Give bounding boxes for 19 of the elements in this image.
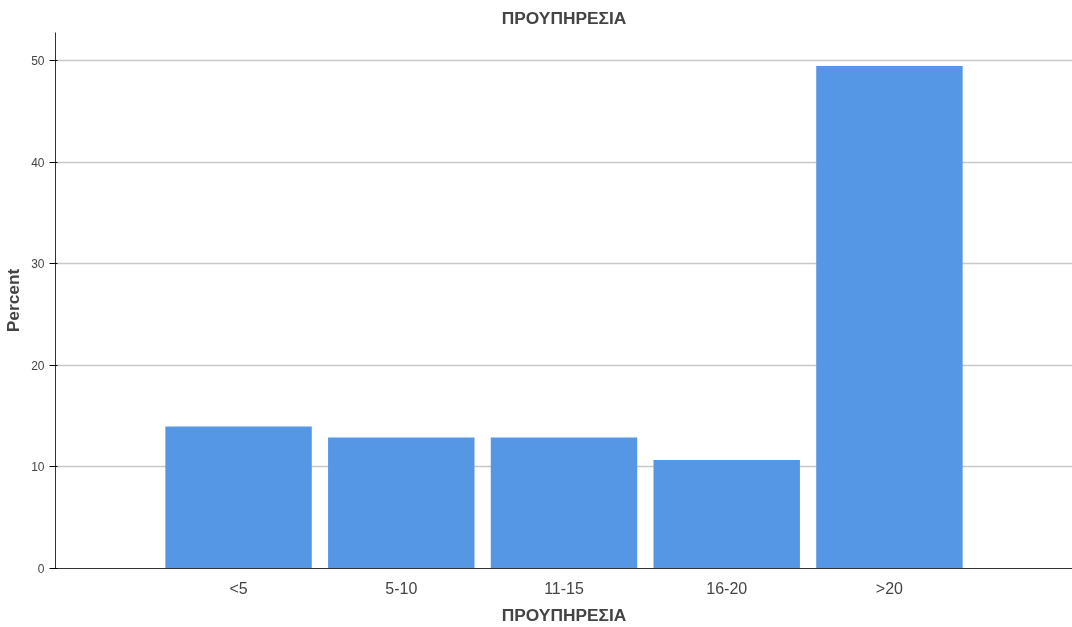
x-tick-label: 11-15: [544, 579, 584, 597]
bar: [165, 426, 312, 569]
y-tick-label: 30: [31, 257, 45, 272]
bar: [653, 459, 800, 569]
x-tick-label: 16-20: [706, 579, 748, 597]
chart-title: ΠΡΟΥΠΗΡΕΣΙΑ: [501, 7, 627, 28]
bar: [328, 437, 475, 569]
x-tick-label: <5: [229, 579, 248, 597]
y-tick-label: 20: [31, 358, 45, 373]
y-tick-label: 50: [31, 54, 45, 69]
y-tick-label: 40: [31, 155, 45, 170]
y-tick-label: 10: [31, 460, 45, 475]
bar: [490, 437, 638, 569]
x-tick-label: >20: [875, 579, 904, 597]
y-axis-title: Percent: [3, 268, 24, 333]
y-tick-label: 0: [37, 562, 45, 576]
x-tick-label: 5-10: [385, 579, 418, 597]
x-axis-title: ΠΡΟΥΠΗΡΕΣΙΑ: [501, 604, 627, 625]
bar: [816, 66, 963, 569]
